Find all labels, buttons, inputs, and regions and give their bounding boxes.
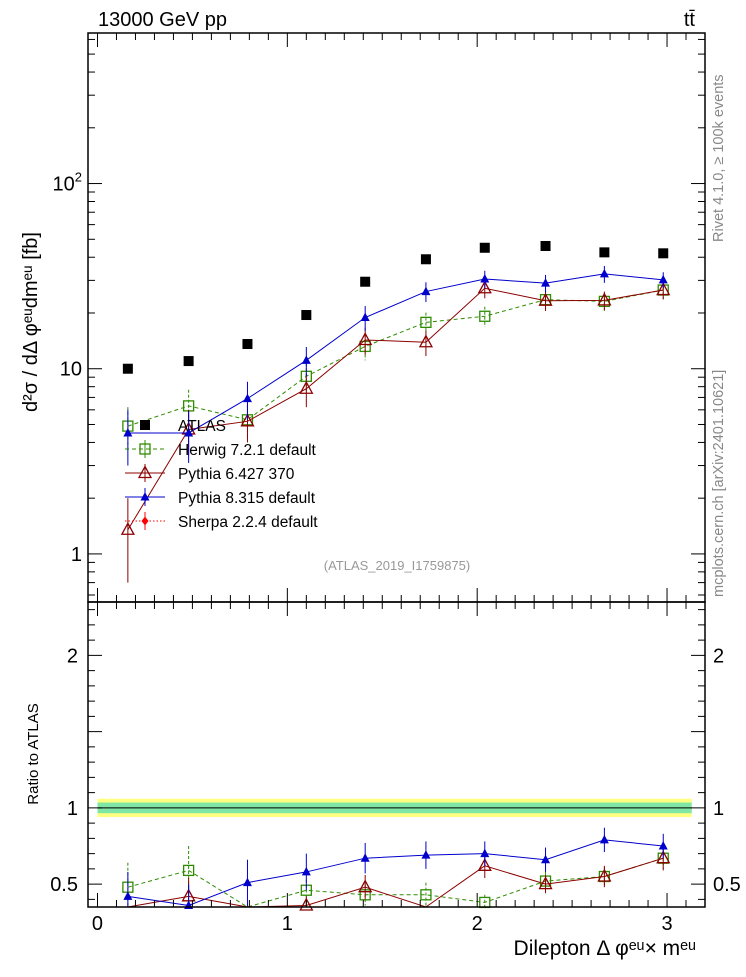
main-herwig-7-2-1-default-point [420,316,432,329]
ratio-y-tick-label-left: 2 [67,645,78,667]
main-pythia-8-315-default-point [242,393,252,403]
x-axis-label: Dilepton Δ φᵉᵘ× mᵉᵘ [514,937,696,960]
legend-label: Pythia 6.427 370 [178,466,295,483]
ratio-y-tick-label-right: 2 [713,645,724,667]
main-pythia-6-427-370-point [656,282,671,296]
main-atlas-point [360,276,371,287]
main-herwig-7-2-1-default-point [479,310,491,322]
ratio-pythia-8-315-default-point [599,834,609,844]
main-pythia-8-315-default-point [599,268,609,278]
main-y-axis-label: d²σ / dΔ φᵉᵘdmᵉᵘ [fb] [20,232,42,412]
ratio-pythia-6-427-370-point [299,897,314,911]
main-herwig-7-2-1-default-line [127,289,664,427]
x-tick-label: 0 [92,913,103,935]
main-pythia-8-315-default-line [127,273,664,434]
main-pythia-6-427-370-point [477,280,492,294]
main-atlas-point [183,356,194,367]
main-pythia-8-315-default-point [421,286,431,296]
legend-label: Herwig 7.2.1 default [178,442,317,459]
ratio-pythia-6-427-370-point [538,876,553,890]
ratio-pythia-8-315-default-point [541,854,551,864]
legend-label: Pythia 8.315 default [178,490,316,507]
x-tick-label: 3 [661,913,672,935]
ratio-pythia-8-315-default-point [421,850,431,859]
main-atlas-point [242,339,253,350]
main-atlas-point [301,310,312,321]
main-pythia-8-315-default-point [301,355,311,364]
main-atlas-point [122,363,133,374]
analysis-id-label: (ATLAS_2019_I1759875) [324,558,470,573]
ratio-pythia-8-315-default-point [301,866,311,876]
ratio-pythia-8-315-default-point [658,841,668,850]
energy-label: 13000 GeV pp [98,9,227,31]
ratio-herwig-7-2-1-default-point [420,889,432,901]
ratio-y-tick-label-left: 1 [67,798,78,820]
main-pythia-8-315-default-point [541,278,551,287]
ratio-herwig-7-2-1-default-line [127,857,664,908]
ratio-y-tick-label-right: 0.5 [713,874,741,896]
main-pythia-6-427-370-line [127,287,664,531]
ratio-pythia-8-315-default-point [123,891,133,900]
ratio-y-axis-label: Ratio to ATLAS [25,703,42,804]
main-pythia-8-315-default-point [480,274,490,283]
main-atlas-point [599,247,610,258]
ratio-uncertainty-band [97,798,692,818]
side-site-label: mcplots.cern.ch [arXiv:2401.10621] [711,370,727,597]
ratio-pythia-6-427-370-point [477,857,492,871]
main-pythia-6-427-370-point [597,292,612,306]
ratio-pythia-8-315-default-point [360,853,370,862]
main-pythia-6-427-370-point [418,334,434,348]
main-pythia-8-315-default-point [123,427,133,437]
x-tick-label: 2 [472,913,483,935]
ratio-pythia-6-427-370-line [127,857,664,908]
main-pythia-8-315-default-point [184,427,194,437]
ratio-plot-frame [87,601,706,908]
legend-label: Sherpa 2.2.4 default [178,514,318,531]
side-version-label: Rivet 4.1.0, ≥ 100k events [711,74,727,242]
ratio-y-tick-label-right: 1 [713,798,724,820]
ratio-pythia-6-427-370-point [358,879,373,893]
ratio-pythia-8-315-default-point [480,848,490,858]
ratio-pythia-8-315-default-line [127,839,664,906]
main-pythia-6-427-370-point [299,380,314,394]
main-pythia-6-427-370-point [240,413,255,427]
main-pythia-6-427-370-point [358,332,373,346]
ratio-pythia-8-315-default-point [242,877,252,887]
ratio-plot-marks [122,827,671,911]
main-pythia-6-427-370-point [120,521,135,535]
main-atlas-point [420,254,431,265]
main-atlas-point [540,240,551,251]
main-atlas-point [658,248,669,259]
ratio-y-tick-label-left: 0.5 [50,874,78,896]
main-y-tick-label: 10 [60,359,82,381]
x-tick-label: 1 [282,913,293,935]
ratio-pythia-6-427-370-point [656,850,671,864]
main-atlas-point [479,242,490,253]
main-pythia-8-315-default-point [360,312,370,322]
legend-marker [141,516,149,526]
main-y-tick-label: 1 [71,544,82,566]
legend-marker [140,492,150,501]
main-y-tick-label: 102 [53,170,82,196]
ratio-herwig-7-2-1-default-point [182,864,195,877]
legend: ATLAS Herwig 7.2.1 default Pythia 6.427 37… [125,418,318,531]
main-pythia-6-427-370-point [538,292,553,306]
process-label: tt̄ [684,9,696,31]
main-pythia-8-315-default-point [658,274,668,284]
legend-label: ATLAS [178,418,226,435]
main-plot-marks [120,240,671,583]
legend-marker [137,465,153,479]
legend-marker [140,420,150,430]
legend-marker [139,443,151,455]
axes: 1 10 102 0.5 0.5 1 1 2 2 0 1 2 3 [50,32,741,935]
ratio-pythia-6-427-370-point [597,868,612,882]
